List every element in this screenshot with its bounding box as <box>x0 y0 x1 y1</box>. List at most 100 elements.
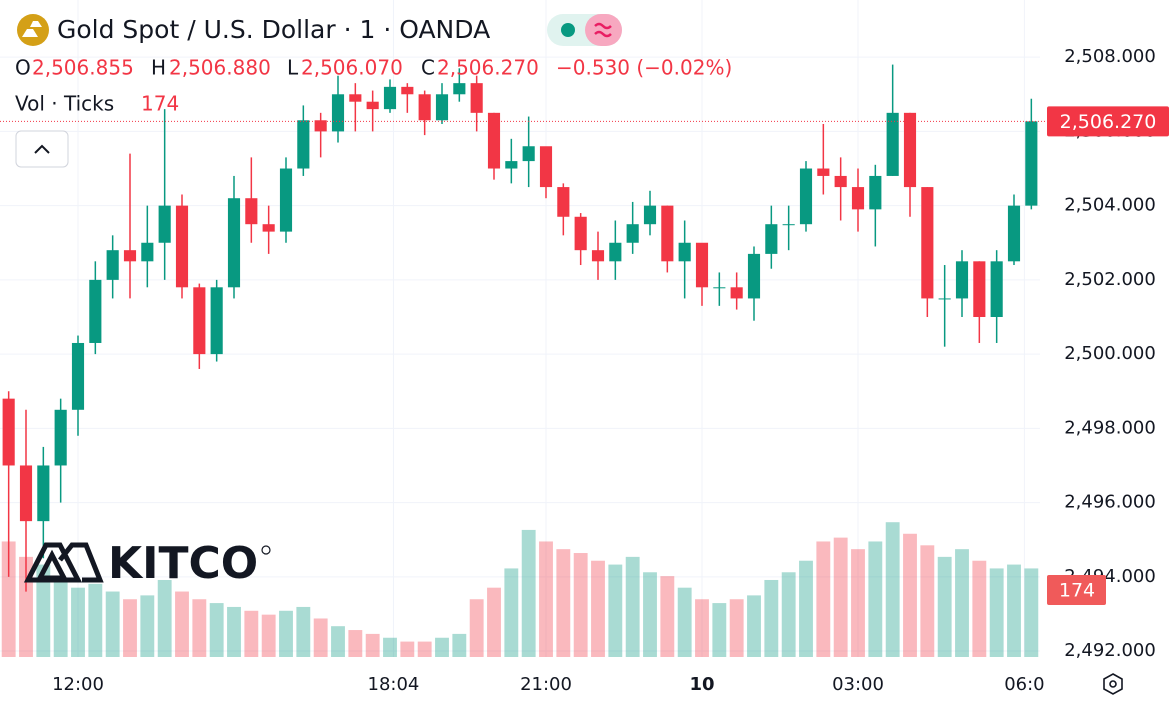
x-tick-label: 18:04 <box>368 674 420 695</box>
candle-body <box>193 287 206 355</box>
volume-bar <box>747 595 761 657</box>
candle-body <box>557 187 570 217</box>
delay-badge[interactable] <box>585 14 622 46</box>
candle-body <box>505 161 518 169</box>
candle-body <box>366 101 379 110</box>
y-tick-label: 2,492.000 <box>1064 640 1156 661</box>
candle-body <box>539 146 553 188</box>
volume-bar <box>920 545 935 657</box>
volume-bar <box>972 560 987 657</box>
candle-body <box>955 261 969 299</box>
collapse-icon <box>34 144 50 154</box>
volume-bar <box>71 587 85 657</box>
last-price-badge <box>1047 106 1169 137</box>
volume-bar <box>88 583 103 657</box>
volume-bar <box>279 610 293 657</box>
volume-bar <box>556 549 571 657</box>
x-tick-label: 10 <box>689 674 714 695</box>
candle-body <box>106 250 119 280</box>
x-tick-label: 03:00 <box>832 674 884 695</box>
candle-body <box>435 94 449 121</box>
volume-bar <box>677 587 692 657</box>
volume-bar <box>487 587 501 657</box>
volume-bar <box>452 633 467 657</box>
volume-bar <box>504 568 519 657</box>
settings-icon <box>1109 680 1117 688</box>
candle-body <box>609 242 622 262</box>
volume-bar <box>157 579 172 657</box>
x-tick-label: 12:00 <box>52 674 104 695</box>
candle-body <box>297 120 310 169</box>
legend-low: 2,506.070 <box>301 56 403 80</box>
candle-body <box>834 175 847 188</box>
watermark: KITCO <box>23 538 271 589</box>
candle-body <box>453 83 466 95</box>
candle-body <box>470 83 483 113</box>
volume-bar <box>781 572 796 657</box>
candle-body <box>210 287 223 355</box>
volume-bar <box>140 595 155 657</box>
volume-value: 174 <box>141 92 179 116</box>
candle-body <box>799 168 813 225</box>
legend-change: −0.530 (−0.02%) <box>556 56 732 80</box>
volume-bar <box>868 541 883 657</box>
candle-body <box>349 94 362 102</box>
last-price-label: 2,506.270 <box>1060 111 1157 133</box>
candle-body <box>973 261 986 317</box>
volume-bar <box>261 614 276 657</box>
volume-bar <box>573 553 588 657</box>
y-tick-label: 2,508.000 <box>1064 46 1156 67</box>
candle-body <box>227 198 241 288</box>
volume-bar <box>937 556 952 657</box>
market-open-dot <box>561 23 575 37</box>
x-tick-label: 21:00 <box>520 674 572 695</box>
candle-body <box>175 205 189 288</box>
x-tick-label: 06:0 <box>1004 674 1044 695</box>
volume-bar <box>1 541 16 657</box>
volume-bar <box>712 603 727 657</box>
settings-button[interactable] <box>1103 673 1123 695</box>
volume-bar <box>608 564 623 657</box>
candle-body <box>487 112 501 169</box>
candle-body <box>574 216 587 251</box>
volume-bar <box>348 630 363 657</box>
volume-bar <box>1007 564 1021 657</box>
candle-body <box>713 287 726 289</box>
volume-bar <box>365 633 380 657</box>
last-volume-label: 174 <box>1059 579 1095 601</box>
volume-bar <box>1024 568 1039 657</box>
volume-bar <box>695 599 709 657</box>
volume-bar <box>729 599 744 657</box>
symbol-icon-bars <box>22 21 42 37</box>
volume-bar <box>296 606 311 657</box>
y-tick-label: 2,500.000 <box>1064 343 1156 364</box>
volume-bar <box>383 637 397 657</box>
kitco-logo <box>23 542 104 583</box>
candle-body <box>903 112 917 188</box>
candle-body <box>661 205 674 262</box>
volume-bar <box>643 572 657 657</box>
volume-bar <box>885 522 900 657</box>
symbol-title[interactable]: Gold Spot / U.S. Dollar · 1 · OANDA <box>57 15 490 44</box>
candle-body <box>522 146 535 162</box>
legend-low-key: L <box>287 56 299 80</box>
collapse-button[interactable] <box>15 130 69 168</box>
volume-title: Vol · Ticks <box>15 92 114 116</box>
volume-bar <box>833 537 848 657</box>
volume-bar <box>851 549 865 657</box>
volume-bar <box>313 618 328 657</box>
volume-bar <box>175 591 189 657</box>
legend-open: 2,506.855 <box>32 56 134 80</box>
volume-bar <box>903 533 917 657</box>
watermark-text: KITCO <box>108 538 258 589</box>
candle-body <box>886 112 899 176</box>
plot-area <box>0 0 1040 657</box>
volume-bar <box>539 541 553 657</box>
candle-body <box>245 198 258 225</box>
registered-mark <box>261 545 271 555</box>
candle-body <box>383 86 397 110</box>
volume-bar <box>53 579 68 657</box>
candle-body <box>37 465 50 522</box>
y-tick-label: 2,504.000 <box>1064 195 1156 216</box>
